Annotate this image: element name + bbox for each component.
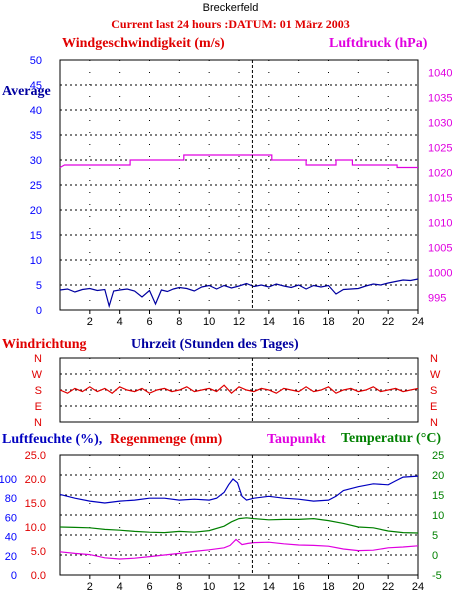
x-tick-label: 20 (352, 316, 364, 328)
humidity-series (59, 475, 419, 504)
y-tick-label-temperature: 5 (432, 530, 438, 542)
x-tick-label: 8 (176, 581, 182, 593)
y-tick-label-pressure: 1010 (428, 218, 452, 230)
y-tick-label-rain: 10.0 (25, 522, 46, 534)
y-tick-label-direction-left: W (32, 369, 43, 381)
x-tick-label: 6 (146, 581, 152, 593)
x-tick-label: 4 (117, 316, 123, 328)
y-tick-label-wind: 10 (30, 255, 42, 267)
wind-speed-label: Windgeschwindigkeit (m/s) (62, 36, 225, 51)
y-tick-label-direction-right: S (430, 385, 437, 397)
y-tick-label-temperature: 0 (432, 550, 438, 562)
y-tick-label-wind: 45 (30, 80, 42, 92)
y-tick-label-humidity: 100 (0, 474, 17, 486)
x-tick-label: 6 (146, 316, 152, 328)
x-tick-label: 2 (87, 581, 93, 593)
y-tick-label-direction-right: W (430, 369, 441, 381)
wind-direction-series (59, 384, 419, 395)
y-tick-label-wind: 15 (30, 230, 42, 242)
time-axis-label: Uhrzeit (Stunden des Tages) (131, 337, 299, 352)
x-tick-label: 10 (203, 581, 215, 593)
x-tick-label: 18 (322, 316, 334, 328)
y-tick-label-pressure: 1040 (428, 68, 452, 80)
report-title: Current last 24 hours :DATUM: 01 März 20… (111, 17, 350, 31)
rain-label: Regenmenge (mm) (110, 432, 223, 447)
y-tick-label-direction-right: N (430, 417, 438, 429)
y-tick-label-rain: 0.0 (31, 570, 46, 582)
y-tick-label-rain: 20.0 (25, 474, 46, 486)
x-tick-label: 14 (263, 581, 275, 593)
x-tick-label: 12 (233, 316, 245, 328)
x-tick-label: 12 (233, 581, 245, 593)
y-tick-label-pressure: 995 (428, 293, 446, 305)
y-tick-label-rain: 15.0 (25, 498, 46, 510)
y-tick-label-temperature: 10 (432, 510, 444, 522)
y-tick-label-temperature: 15 (432, 490, 444, 502)
y-tick-label-direction-left: N (34, 353, 42, 365)
dewpoint-label: Taupunkt (267, 432, 326, 447)
y-tick-label-pressure: 1035 (428, 93, 452, 105)
y-tick-label-pressure: 1025 (428, 143, 452, 155)
y-tick-label-pressure: 1020 (428, 168, 452, 180)
y-tick-label-wind: 5 (36, 280, 42, 292)
y-tick-label-humidity: 80 (5, 493, 17, 505)
y-tick-label-wind: 35 (30, 130, 42, 142)
y-tick-label-wind: 0 (36, 305, 42, 317)
y-tick-label-direction-right: N (430, 353, 438, 365)
x-tick-label: 18 (322, 581, 334, 593)
y-tick-label-pressure: 1000 (428, 268, 452, 280)
y-tick-label-humidity: 40 (5, 532, 17, 544)
x-tick-label: 4 (117, 581, 123, 593)
x-tick-label: 20 (352, 581, 364, 593)
y-tick-label-direction-right: E (430, 401, 437, 413)
y-tick-label-humidity: 0 (11, 570, 17, 582)
x-tick-label: 10 (203, 316, 215, 328)
y-tick-label-temperature: -5 (432, 570, 442, 582)
y-tick-label-temperature: 25 (432, 450, 444, 462)
x-tick-label: 2 (87, 316, 93, 328)
dewpoint-series (59, 538, 419, 560)
y-tick-label-temperature: 20 (432, 470, 444, 482)
x-tick-label: 24 (412, 581, 424, 593)
station-name: Breckerfeld (202, 2, 259, 14)
x-tick-label: 24 (412, 316, 424, 328)
x-tick-label: 16 (293, 581, 305, 593)
y-tick-label-wind: 50 (30, 55, 42, 67)
wind-series (59, 278, 419, 309)
x-tick-label: 14 (263, 316, 275, 328)
pressure-label: Luftdruck (hPa) (329, 36, 428, 51)
y-tick-label-pressure: 1030 (428, 118, 452, 130)
x-tick-label: 22 (382, 581, 394, 593)
y-tick-label-rain: 5.0 (31, 546, 46, 558)
y-tick-label-wind: 20 (30, 205, 42, 217)
y-tick-label-wind: 30 (30, 155, 42, 167)
average-label: Average (2, 84, 51, 99)
pressure-series (59, 154, 418, 169)
wind-direction-label: Windrichtung (2, 337, 87, 352)
y-tick-label-pressure: 1015 (428, 193, 452, 205)
humidity-label: Luftfeuchte (%), (2, 432, 103, 447)
x-tick-label: 8 (176, 316, 182, 328)
temperature-label: Temperatur (°C) (341, 431, 442, 446)
x-tick-label: 16 (293, 316, 305, 328)
y-tick-label-rain: 25.0 (25, 450, 46, 462)
x-tick-label: 22 (382, 316, 394, 328)
y-tick-label-wind: 40 (30, 105, 42, 117)
temperature-series (59, 517, 419, 534)
y-tick-label-pressure: 1005 (428, 243, 452, 255)
y-tick-label-humidity: 20 (5, 551, 17, 563)
y-tick-label-humidity: 60 (5, 512, 17, 524)
y-tick-label-wind: 25 (30, 180, 42, 192)
y-tick-label-direction-left: E (35, 401, 42, 413)
panel-frame (59, 59, 419, 311)
y-tick-label-direction-left: N (34, 417, 42, 429)
y-tick-label-direction-left: S (35, 385, 42, 397)
